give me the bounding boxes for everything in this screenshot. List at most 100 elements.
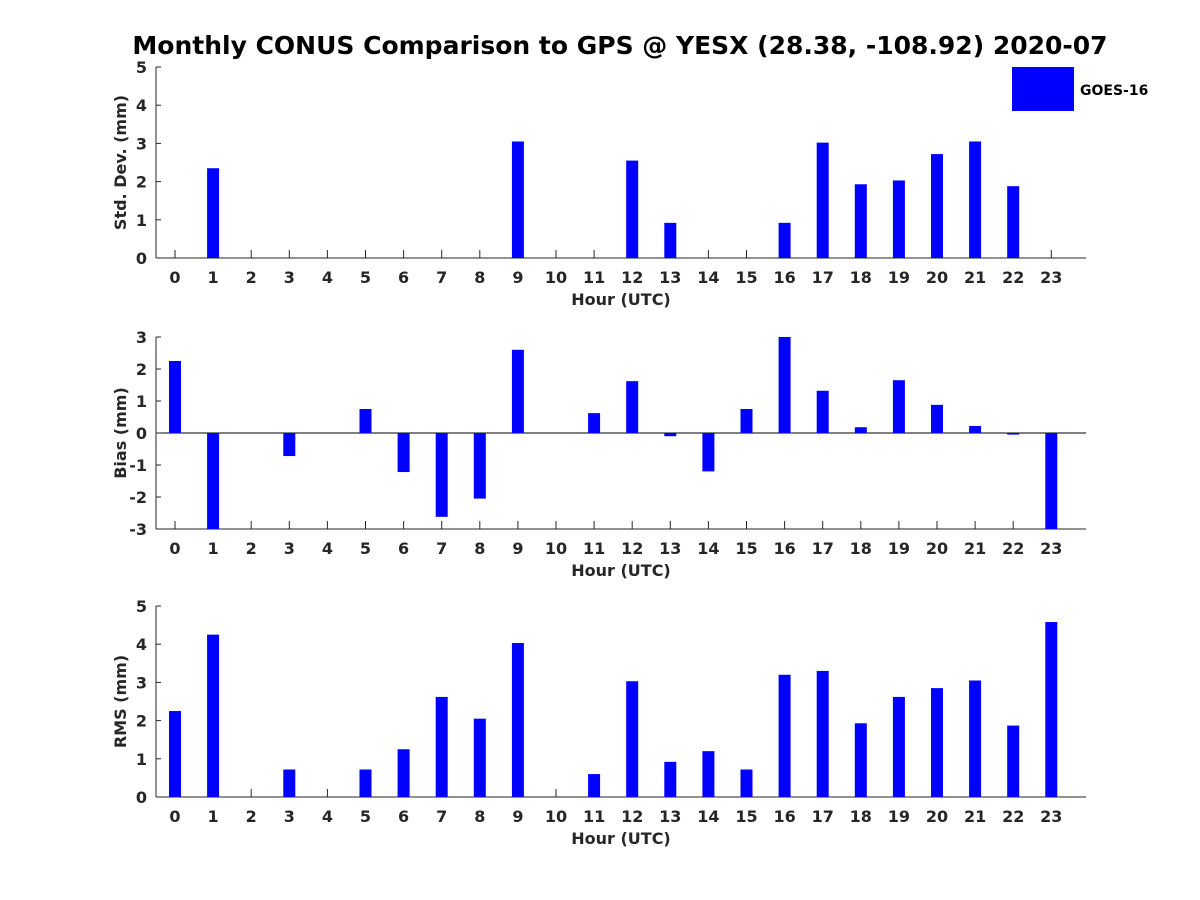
x-tick-label: 17 — [812, 807, 834, 826]
y-tick-label: -3 — [129, 520, 147, 539]
x-tick-label: 15 — [735, 807, 757, 826]
x-tick-label: 8 — [474, 268, 485, 287]
bar-hour-15 — [740, 409, 753, 433]
x-tick-label: 15 — [735, 539, 757, 558]
bar-hour-22 — [1007, 725, 1020, 797]
x-tick-label: 5 — [360, 539, 371, 558]
bar-hour-16 — [778, 222, 791, 258]
bar-hour-17 — [816, 390, 829, 433]
x-tick-label: 22 — [1002, 268, 1024, 287]
bar-hour-9 — [511, 141, 524, 258]
x-tick-label: 17 — [812, 539, 834, 558]
legend: GOES-16 — [1012, 67, 1148, 111]
y-tick-label: 4 — [136, 635, 147, 654]
x-tick-label: 1 — [208, 807, 219, 826]
x-tick-label: 14 — [697, 268, 719, 287]
y-tick-label: 1 — [136, 392, 147, 411]
y-tick-label: 1 — [136, 211, 147, 230]
bar-hour-8 — [473, 433, 486, 499]
x-tick-label: 22 — [1002, 539, 1024, 558]
x-tick-label: 4 — [322, 268, 333, 287]
x-tick-label: 4 — [322, 539, 333, 558]
x-tick-label: 15 — [735, 268, 757, 287]
x-tick-label: 7 — [436, 807, 447, 826]
bar-hour-20 — [931, 404, 943, 433]
bar-hour-0 — [169, 711, 181, 797]
y-tick-label: 3 — [136, 328, 147, 347]
x-tick-label: 19 — [888, 807, 910, 826]
x-tick-label: 2 — [246, 268, 257, 287]
y-axis-label: Std. Dev. (mm) — [111, 95, 130, 230]
bar-hour-9 — [511, 643, 524, 797]
x-tick-label: 9 — [512, 807, 523, 826]
y-tick-label: -2 — [129, 488, 147, 507]
y-axis-label: RMS (mm) — [111, 655, 130, 748]
x-tick-label: 12 — [621, 539, 643, 558]
x-tick-label: 3 — [284, 807, 295, 826]
x-tick-label: 5 — [360, 807, 371, 826]
y-tick-label: 3 — [136, 134, 147, 153]
x-tick-label: 11 — [583, 268, 605, 287]
x-axis-label: Hour (UTC) — [571, 829, 671, 848]
bar-hour-13 — [664, 222, 677, 258]
x-tick-label: 21 — [964, 539, 986, 558]
bar-hour-5 — [359, 409, 372, 433]
y-tick-label: 4 — [136, 96, 147, 115]
bar-hour-1 — [207, 168, 220, 258]
bar-hour-21 — [969, 680, 982, 797]
bar-hour-7 — [435, 696, 448, 797]
bar-hour-19 — [892, 696, 905, 797]
bar-hour-1 — [207, 433, 220, 529]
x-tick-label: 10 — [545, 807, 567, 826]
bar-hour-12 — [626, 381, 639, 433]
y-tick-label: 0 — [136, 424, 147, 443]
bar-hour-3 — [283, 769, 296, 797]
bar-hour-21 — [969, 425, 982, 433]
bar-hour-12 — [626, 160, 639, 258]
x-tick-label: 1 — [208, 268, 219, 287]
x-tick-label: 21 — [964, 807, 986, 826]
bar-hour-22 — [1007, 433, 1020, 435]
y-tick-label: 2 — [136, 173, 147, 192]
x-tick-label: 6 — [398, 807, 409, 826]
x-tick-label: 4 — [322, 807, 333, 826]
y-tick-label: 1 — [136, 750, 147, 769]
bar-hour-20 — [931, 688, 943, 797]
bar-hour-18 — [854, 723, 867, 797]
x-tick-label: 12 — [621, 268, 643, 287]
bar-hour-1 — [207, 634, 220, 797]
x-tick-label: 13 — [659, 539, 681, 558]
bar-hour-11 — [588, 774, 601, 797]
bar-hour-17 — [816, 670, 829, 797]
x-tick-label: 16 — [773, 539, 795, 558]
bar-hour-23 — [1045, 622, 1058, 797]
y-tick-label: 2 — [136, 360, 147, 379]
x-tick-label: 5 — [360, 268, 371, 287]
x-tick-label: 11 — [583, 539, 605, 558]
x-tick-label: 10 — [545, 539, 567, 558]
bar-hour-8 — [473, 718, 486, 797]
bar-hour-5 — [359, 769, 372, 797]
y-tick-label: 0 — [136, 788, 147, 807]
x-tick-label: 6 — [398, 539, 409, 558]
x-tick-label: 14 — [697, 807, 719, 826]
bar-hour-19 — [892, 180, 905, 258]
x-tick-label: 10 — [545, 268, 567, 287]
x-tick-label: 8 — [474, 539, 485, 558]
x-tick-label: 19 — [888, 539, 910, 558]
bar-hour-19 — [892, 380, 905, 433]
y-tick-label: 0 — [136, 249, 147, 268]
legend-swatch — [1012, 67, 1074, 111]
bar-hour-20 — [931, 154, 943, 258]
bar-hour-14 — [702, 433, 715, 472]
bar-hour-23 — [1045, 433, 1058, 529]
x-tick-label: 0 — [169, 539, 180, 558]
x-tick-label: 3 — [284, 539, 295, 558]
bar-hour-12 — [626, 681, 639, 797]
bar-hour-7 — [435, 433, 448, 517]
x-tick-label: 16 — [773, 807, 795, 826]
x-tick-label: 16 — [773, 268, 795, 287]
